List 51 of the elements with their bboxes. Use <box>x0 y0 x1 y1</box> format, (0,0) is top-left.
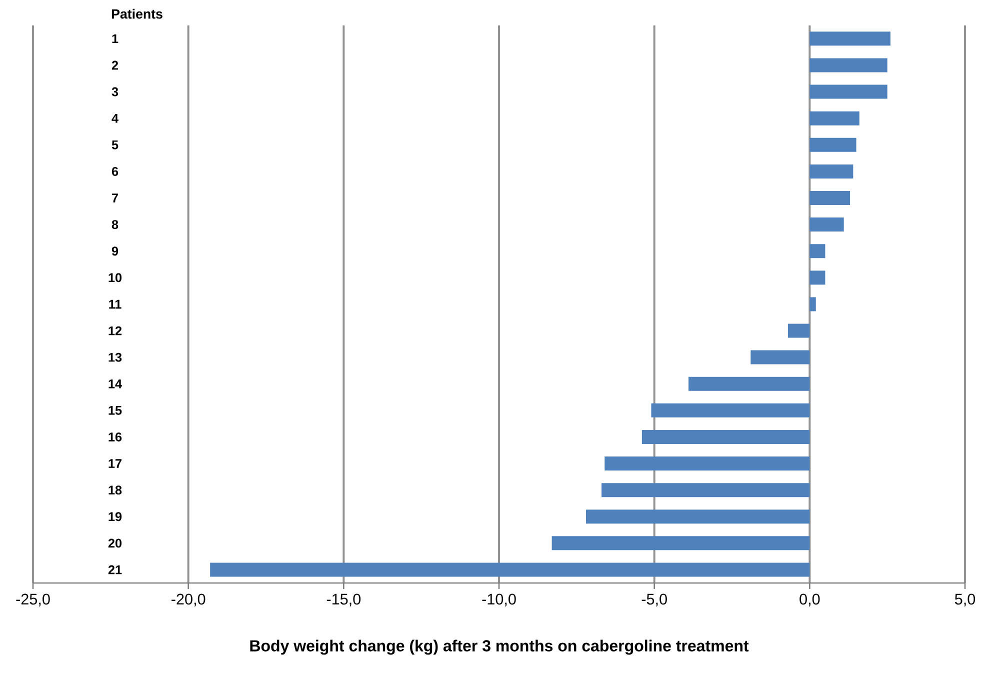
bar <box>552 536 810 550</box>
bar <box>810 164 854 178</box>
y-tick-label: 20 <box>108 538 122 548</box>
y-tick-label: 10 <box>108 273 122 282</box>
x-tick-label: -10,0 <box>482 594 516 606</box>
x-tick-label: 0,0 <box>800 594 820 606</box>
bar <box>688 376 810 391</box>
y-tick-label: 11 <box>109 300 122 309</box>
bar <box>810 58 888 72</box>
y-tick-label: 6 <box>112 166 118 176</box>
bar <box>651 403 810 418</box>
bar <box>788 324 810 338</box>
bar <box>810 84 888 99</box>
bar <box>642 430 810 444</box>
y-tick-label: 5 <box>112 140 118 150</box>
bar <box>810 111 860 126</box>
y-tick-label: 9 <box>112 246 118 256</box>
y-tick-label: 7 <box>112 194 118 202</box>
bar <box>810 138 856 152</box>
bar <box>810 218 844 232</box>
bar <box>602 483 810 498</box>
x-axis-title: Body weight change (kg) after 3 months on cabergoline treatment <box>250 640 749 655</box>
x-tick-label: -25,0 <box>16 594 50 606</box>
bar <box>810 244 826 258</box>
y-tick-label: 3 <box>112 87 118 96</box>
y-tick-label: 13 <box>108 352 122 362</box>
x-tick-label: -15,0 <box>326 594 361 606</box>
bar <box>210 562 810 577</box>
bar <box>586 510 810 524</box>
y-tick-label: 15 <box>108 406 122 415</box>
y-axis-title: Patients <box>112 8 162 19</box>
bar <box>810 297 816 312</box>
y-tick-label: 16 <box>108 432 122 442</box>
y-tick-label: 8 <box>112 220 118 230</box>
bar <box>604 456 810 471</box>
x-tick-label: -20,0 <box>172 594 206 606</box>
bar <box>810 270 826 285</box>
bar <box>810 32 890 46</box>
y-tick-label: 14 <box>108 380 122 388</box>
y-tick-label: 1 <box>112 34 118 44</box>
x-tick-label: -5,0 <box>642 594 667 606</box>
y-tick-label: 2 <box>112 60 118 70</box>
x-tick-label: 5,0 <box>954 594 976 606</box>
y-tick-label: 18 <box>108 486 122 495</box>
y-tick-label: 19 <box>108 512 122 522</box>
y-tick-label: 4 <box>112 114 118 123</box>
y-tick-label: 12 <box>108 326 122 336</box>
y-tick-label: 21 <box>108 565 122 574</box>
bar <box>810 191 850 205</box>
bar <box>750 350 810 364</box>
y-tick-label: 17 <box>108 459 122 468</box>
